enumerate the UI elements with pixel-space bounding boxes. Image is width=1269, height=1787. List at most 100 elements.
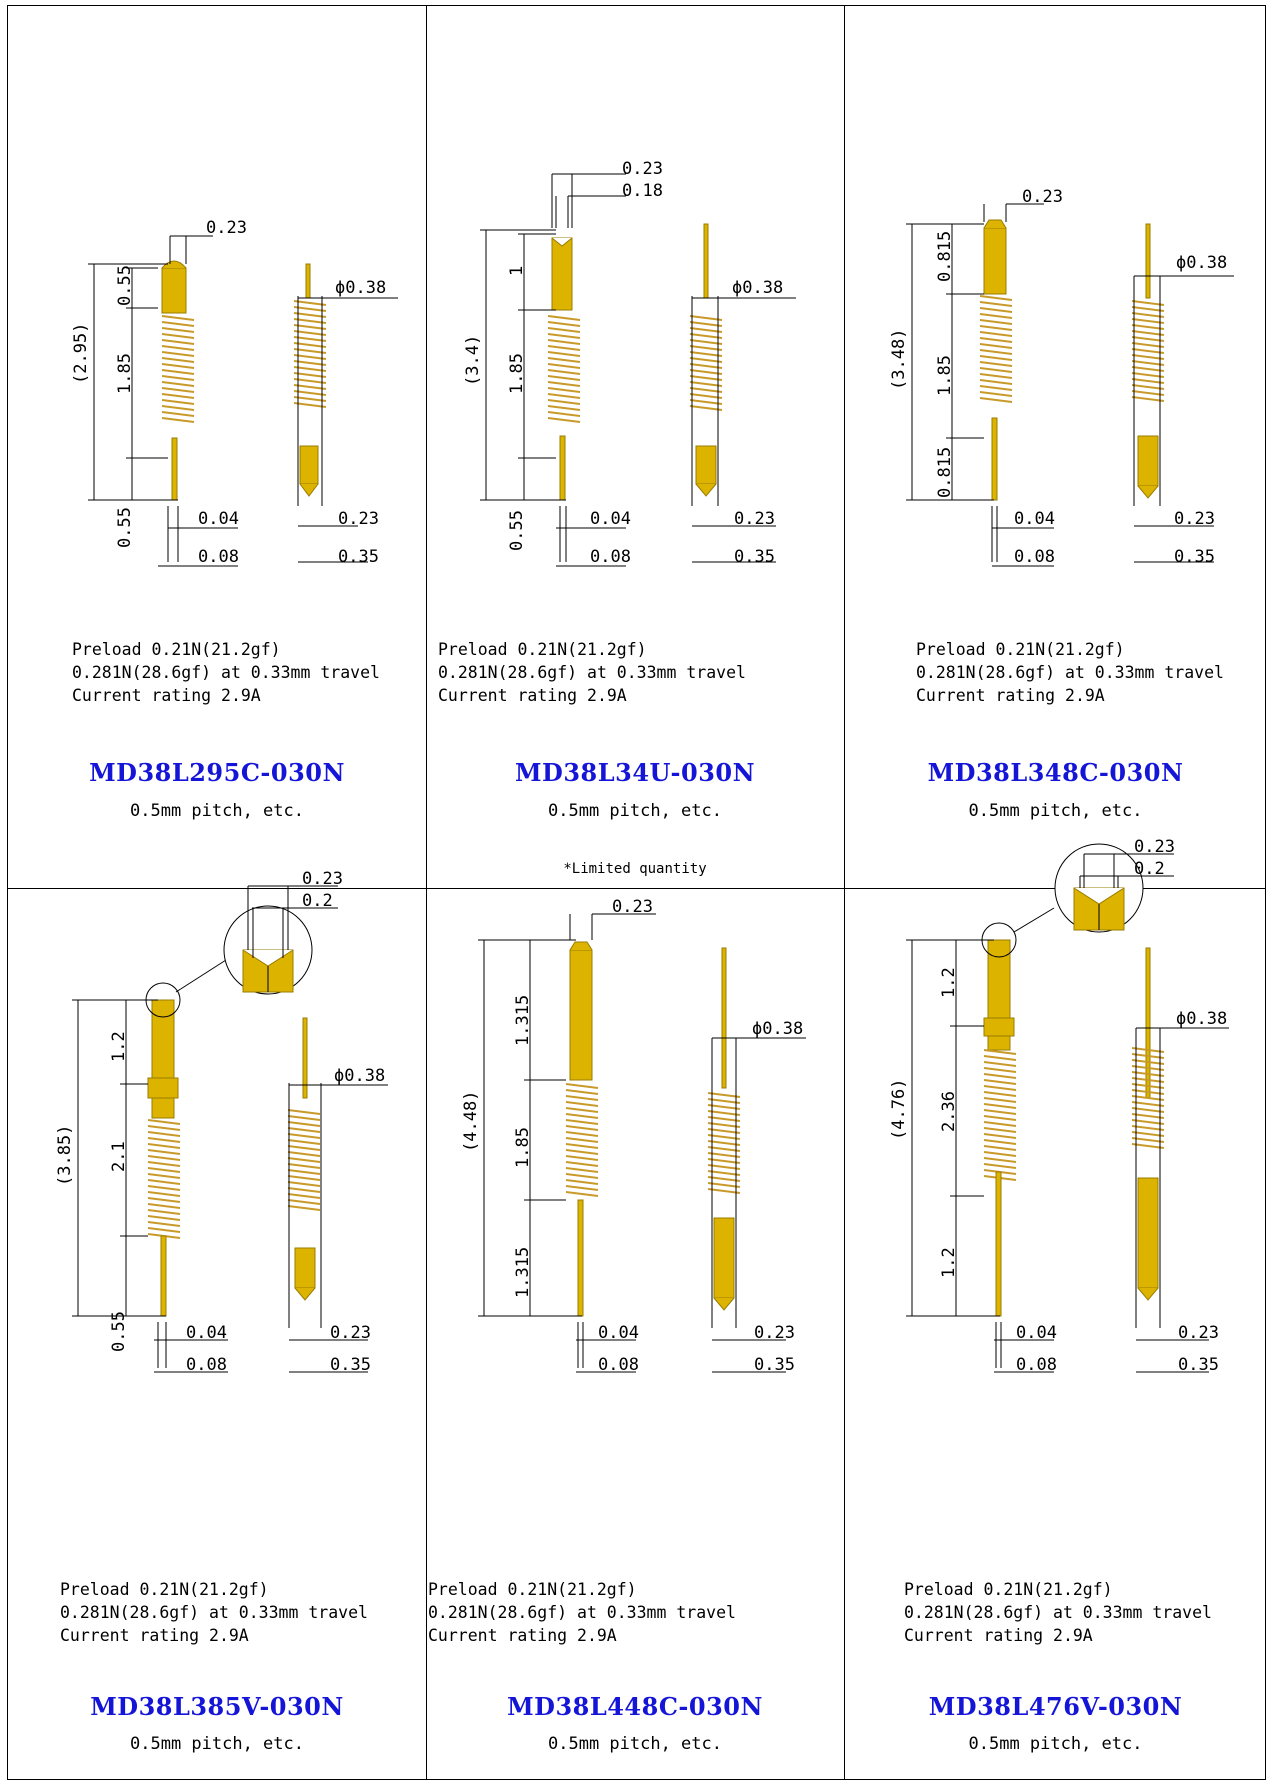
spec-block: Preload 0.21N(21.2gf) 0.281N(28.6gf) at … (428, 1578, 736, 1647)
dim-total: (4.48) (461, 1091, 481, 1152)
spec-preload: Preload 0.21N(21.2gf) (904, 1580, 1113, 1599)
pitch-text: 0.5mm pitch, etc. (130, 801, 304, 821)
dim-seg2: 1.85 (115, 353, 135, 394)
product-card: 0.23 0.2 ϕ0.38 (3.85) 1.2 2.1 0.55 0.04 … (8, 869, 426, 1781)
spec-block: Preload 0.21N(21.2gf) 0.281N(28.6gf) at … (916, 638, 1224, 707)
dim-tip-width: 0.23 (1022, 187, 1063, 207)
spec-current: Current rating 2.9A (60, 1626, 249, 1645)
dim-total: (4.76) (889, 1079, 909, 1140)
spec-travel: 0.281N(28.6gf) at 0.33mm travel (72, 663, 380, 682)
dim-tail-width: 0.04 (1016, 1323, 1057, 1343)
dim-bottom-width: 0.23 (754, 1323, 795, 1343)
dim-diameter: ϕ0.38 (1176, 1009, 1227, 1029)
dim-seg1: 1 (507, 266, 527, 276)
dim-tail-width: 0.04 (590, 509, 631, 529)
dim-tail-width-2: 0.08 (590, 547, 631, 567)
spec-preload: Preload 0.21N(21.2gf) (72, 640, 281, 659)
dim-tail-width: 0.04 (198, 509, 239, 529)
spec-travel: 0.281N(28.6gf) at 0.33mm travel (60, 1603, 368, 1622)
dim-seg3: 0.55 (115, 507, 135, 548)
dim-seg1: 1.315 (513, 995, 533, 1046)
spec-preload: Preload 0.21N(21.2gf) (60, 1580, 269, 1599)
dim-diameter: ϕ0.38 (335, 278, 386, 298)
dim-seg2: 2.1 (109, 1141, 129, 1172)
column-divider (844, 6, 845, 1779)
dim-tip-width: 0.23 (302, 869, 343, 889)
product-card: 0.23 ϕ0.38 (3.48) 0.815 1.85 0.815 0.04 … (844, 6, 1267, 888)
dim-tail-width-2: 0.08 (186, 1355, 227, 1375)
dim-tail-width: 0.04 (186, 1323, 227, 1343)
dim-bottom-width: 0.23 (330, 1323, 371, 1343)
probe-drawing: 0.23 0.18 ϕ0.38 (3.4) 1 1.85 0.55 0.04 0… (463, 159, 796, 567)
dim-seg3: 1.2 (939, 1247, 959, 1278)
spec-current: Current rating 2.9A (916, 686, 1105, 705)
dim-tip-width: 0.23 (622, 159, 663, 179)
probe-drawing: 0.23 ϕ0.38 (3.48) 0.815 1.85 0.815 0.04 … (889, 187, 1234, 567)
pitch-text: 0.5mm pitch, etc. (968, 801, 1143, 821)
probe-drawing: ϕ0.38 (4.76) 1.2 2.36 1.2 0.04 0.08 0.23… (889, 843, 1229, 1375)
product-card: 0.23 ϕ0.38 (4.48) 1.315 1.85 1.315 0.04 … (426, 888, 844, 1781)
spec-current: Current rating 2.9A (72, 686, 261, 705)
dim-bottom-width-2: 0.35 (754, 1355, 795, 1375)
probe-drawing: 0.23 ϕ0.38 (2.95) 0.55 1.85 0.55 0.04 0.… (71, 218, 398, 567)
spec-preload: Preload 0.21N(21.2gf) (428, 1580, 637, 1599)
dim-tip-width: 0.23 (206, 218, 247, 238)
dim-tip-width: 0.23 (1134, 837, 1175, 857)
dim-tip-width-2: 0.18 (622, 181, 663, 201)
probe-drawing: 0.23 0.2 ϕ0.38 (3.85) 1.2 2.1 0.55 0.04 … (55, 869, 388, 1375)
dim-bottom-width: 0.23 (338, 509, 379, 529)
pitch-text: 0.5mm pitch, etc. (968, 1734, 1143, 1754)
dim-total: (3.85) (55, 1125, 75, 1186)
product-card: 0.23 ϕ0.38 (2.95) 0.55 1.85 0.55 0.04 0.… (8, 6, 426, 888)
product-card: 0.23 0.18 ϕ0.38 (3.4) 1 1.85 0.55 0.04 0… (426, 6, 844, 888)
dim-bottom-width-2: 0.35 (734, 547, 775, 567)
spring-coil (161, 315, 195, 423)
dim-bottom-width: 0.23 (734, 509, 775, 529)
detail-dims: 0.23 0.2 (1079, 837, 1175, 888)
dim-diameter: ϕ0.38 (1176, 253, 1227, 273)
limited-quantity-note: *Limited quantity (563, 861, 707, 877)
dim-diameter: ϕ0.38 (334, 1066, 385, 1086)
dim-seg3: 0.55 (507, 510, 527, 551)
dim-tail-width-2: 0.08 (598, 1355, 639, 1375)
dim-seg2: 1.85 (935, 355, 955, 396)
dim-seg3: 0.55 (109, 1311, 129, 1352)
pitch-text: 0.5mm pitch, etc. (548, 1734, 722, 1754)
spec-block: Preload 0.21N(21.2gf) 0.281N(28.6gf) at … (438, 638, 746, 707)
dim-seg1: 0.55 (115, 265, 135, 306)
pitch-text: 0.5mm pitch, etc. (548, 801, 722, 821)
probe-drawing: 0.23 ϕ0.38 (4.48) 1.315 1.85 1.315 0.04 … (461, 897, 806, 1375)
spec-travel: 0.281N(28.6gf) at 0.33mm travel (428, 1603, 736, 1622)
model-number[interactable]: MD38L448C-030N (507, 1692, 763, 1721)
spec-travel: 0.281N(28.6gf) at 0.33mm travel (904, 1603, 1212, 1622)
dim-tip-width-2: 0.2 (302, 891, 333, 911)
dim-tail-width: 0.04 (598, 1323, 639, 1343)
pitch-text: 0.5mm pitch, etc. (130, 1734, 304, 1754)
spec-block: Preload 0.21N(21.2gf) 0.281N(28.6gf) at … (60, 1578, 368, 1647)
dim-bottom-width-2: 0.35 (1174, 547, 1215, 567)
spec-block: Preload 0.21N(21.2gf) 0.281N(28.6gf) at … (904, 1578, 1212, 1647)
dim-tail-width: 0.04 (1014, 509, 1055, 529)
row-divider (8, 888, 1265, 889)
model-number[interactable]: MD38L295C-030N (89, 758, 345, 787)
model-number[interactable]: MD38L348C-030N (927, 758, 1184, 787)
dim-seg1: 0.815 (935, 231, 955, 282)
spec-travel: 0.281N(28.6gf) at 0.33mm travel (916, 663, 1224, 682)
dim-bottom-width-2: 0.35 (338, 547, 379, 567)
spec-current: Current rating 2.9A (428, 1626, 617, 1645)
product-sheet: 0.23 ϕ0.38 (2.95) 0.55 1.85 0.55 0.04 0.… (7, 5, 1266, 1780)
dim-seg3: 1.315 (513, 1247, 533, 1298)
model-number[interactable]: MD38L476V-030N (928, 1692, 1183, 1721)
dim-bottom-width: 0.23 (1174, 509, 1215, 529)
dim-bottom-width-2: 0.35 (330, 1355, 371, 1375)
dim-seg2: 1.85 (507, 353, 527, 394)
dim-seg1: 1.2 (939, 967, 959, 998)
dim-seg2: 2.36 (939, 1091, 959, 1132)
dim-tip-width-2: 0.2 (1134, 859, 1165, 879)
product-card: ϕ0.38 (4.76) 1.2 2.36 1.2 0.04 0.08 0.23… (844, 843, 1267, 1781)
column-divider (426, 6, 427, 1779)
model-number[interactable]: MD38L385V-030N (90, 1692, 344, 1721)
model-number[interactable]: MD38L34U-030N (514, 758, 756, 787)
spec-preload: Preload 0.21N(21.2gf) (916, 640, 1125, 659)
spec-travel: 0.281N(28.6gf) at 0.33mm travel (438, 663, 746, 682)
